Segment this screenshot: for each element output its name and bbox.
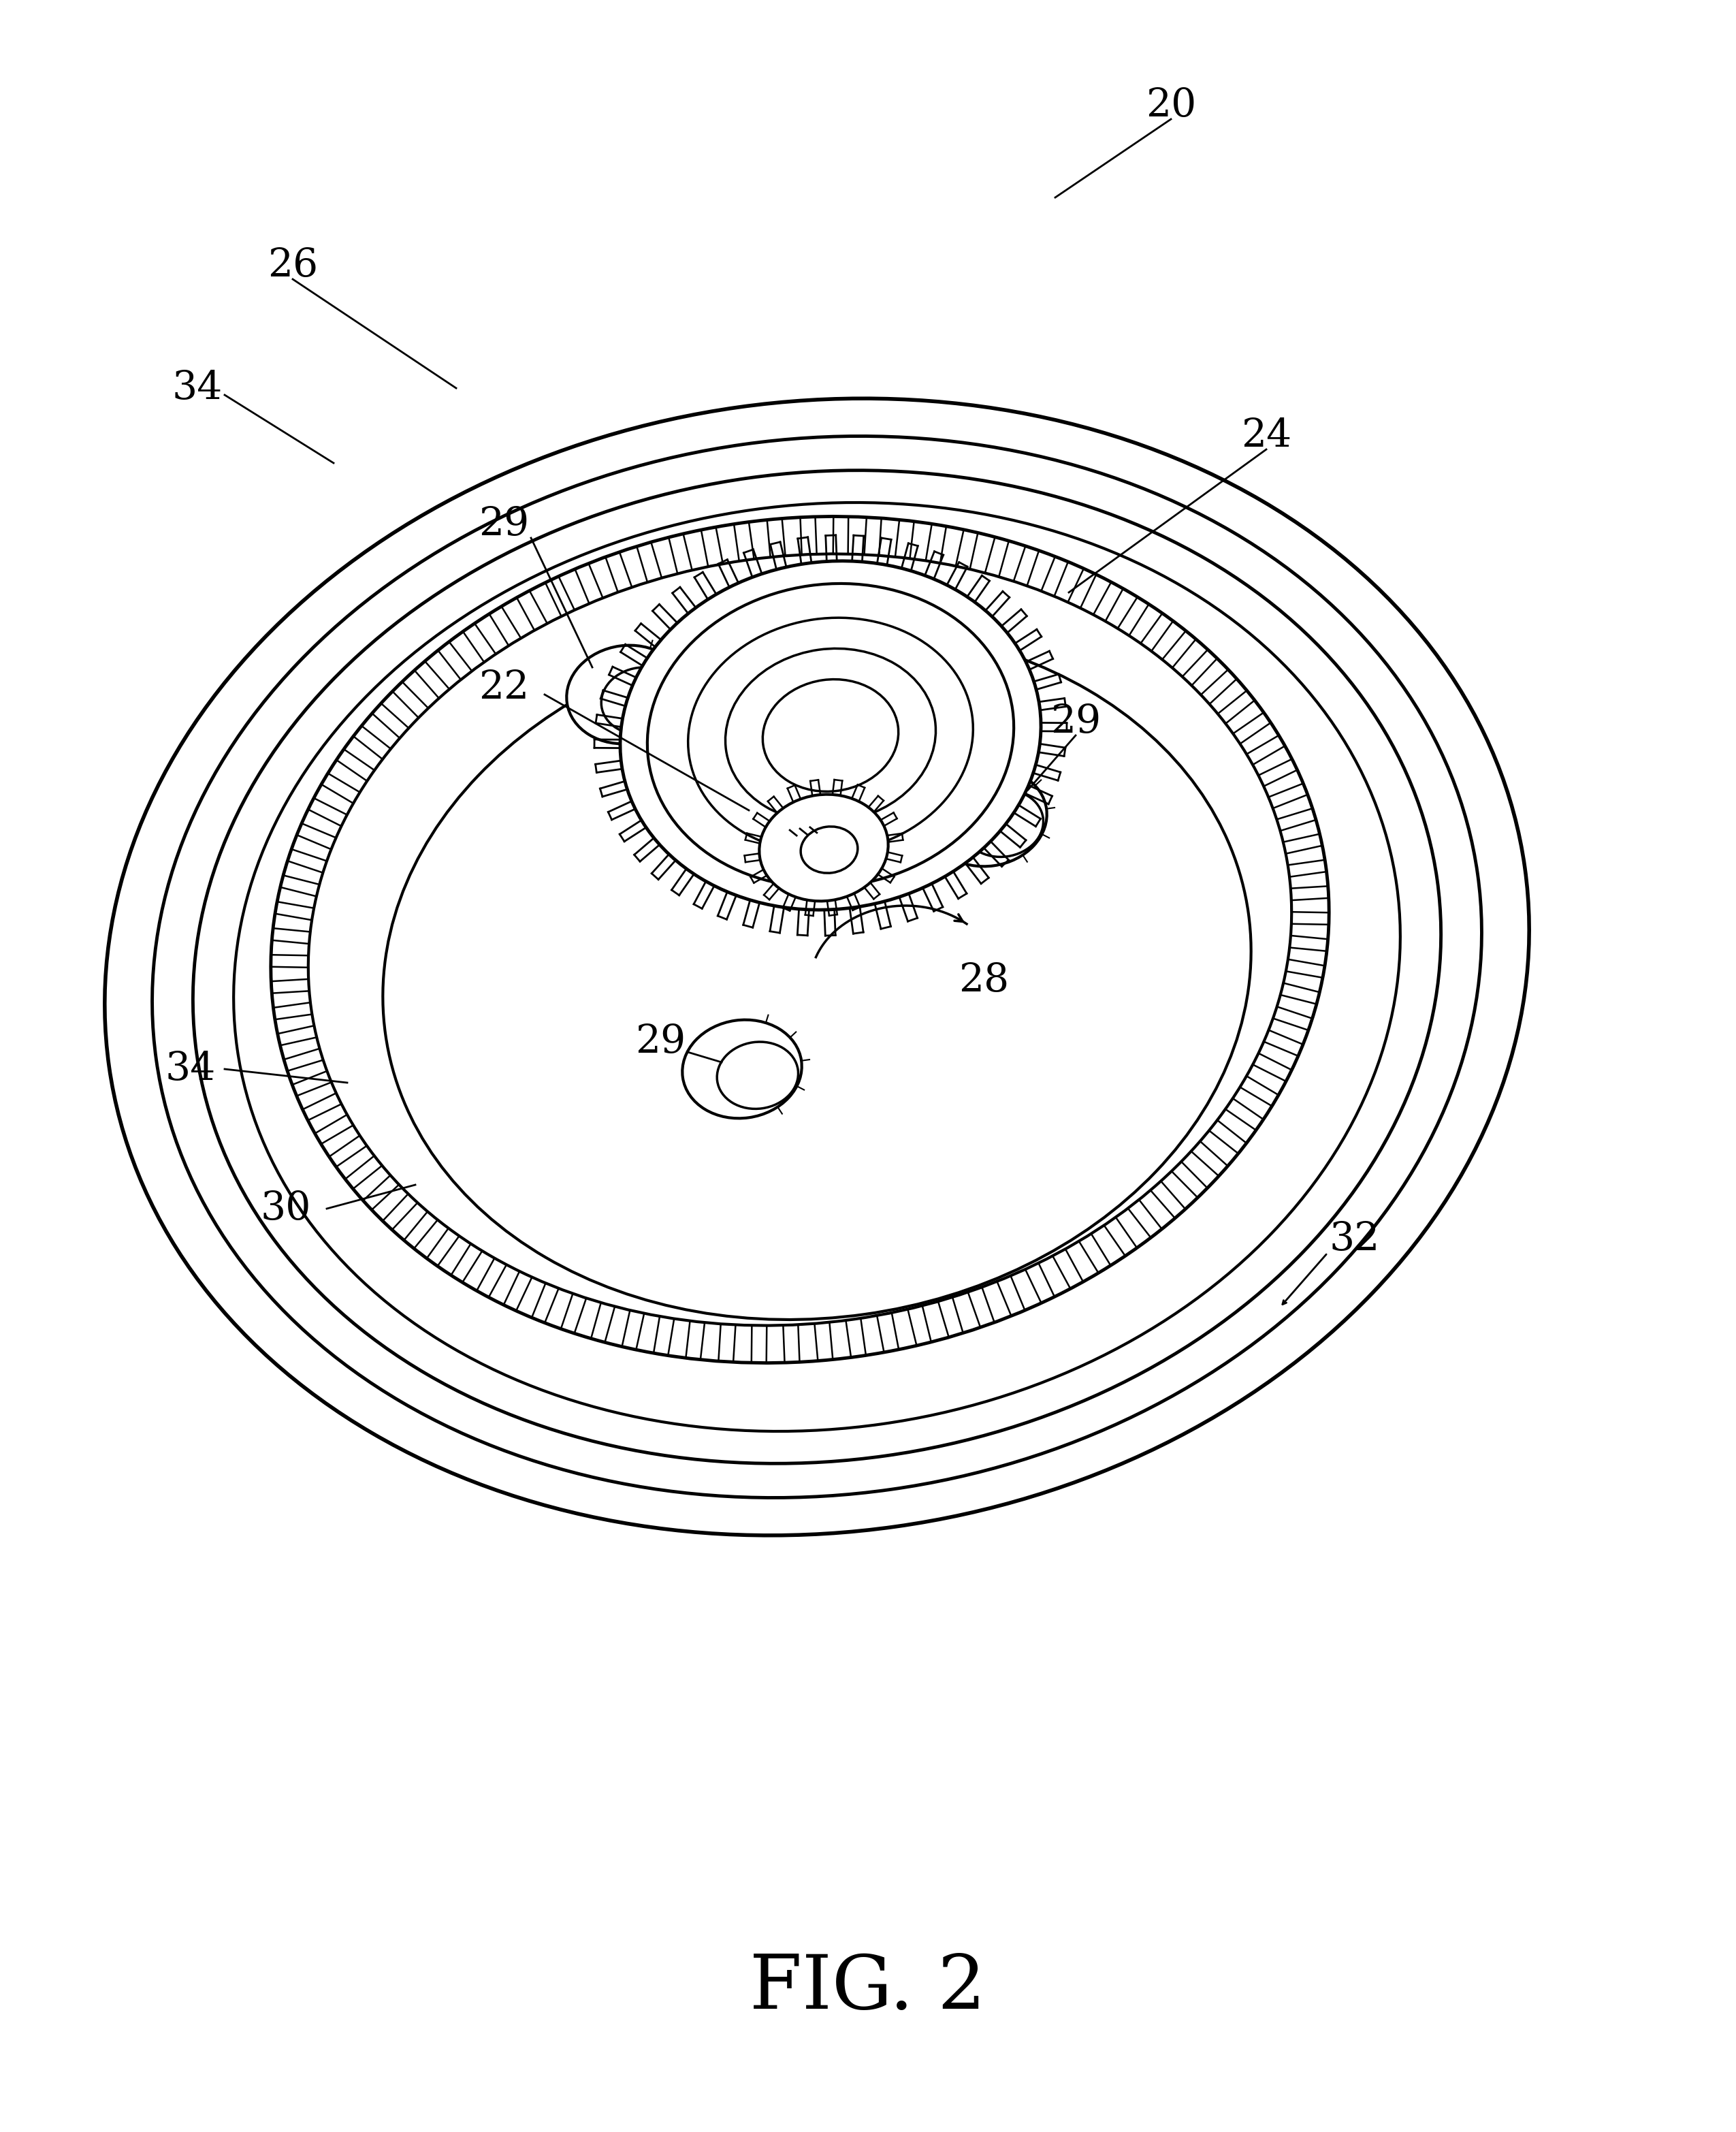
- Ellipse shape: [927, 768, 1047, 866]
- Text: 29: 29: [635, 1023, 686, 1062]
- Ellipse shape: [717, 1043, 799, 1109]
- Ellipse shape: [104, 399, 1529, 1535]
- Ellipse shape: [384, 627, 1252, 1320]
- Ellipse shape: [962, 791, 1043, 857]
- Ellipse shape: [800, 827, 858, 874]
- Ellipse shape: [726, 648, 936, 823]
- Text: 32: 32: [1330, 1220, 1380, 1258]
- Ellipse shape: [620, 561, 1042, 910]
- Ellipse shape: [762, 680, 899, 791]
- Text: 30: 30: [260, 1190, 311, 1228]
- Ellipse shape: [687, 618, 974, 853]
- Text: 29: 29: [1050, 704, 1101, 740]
- Ellipse shape: [601, 667, 682, 733]
- Ellipse shape: [104, 399, 1529, 1535]
- Text: 34: 34: [165, 1049, 215, 1087]
- Text: 28: 28: [958, 962, 1009, 1000]
- Ellipse shape: [271, 516, 1330, 1362]
- Text: 34: 34: [172, 369, 222, 407]
- Ellipse shape: [648, 584, 1014, 887]
- Ellipse shape: [566, 646, 686, 744]
- Text: 26: 26: [267, 247, 318, 286]
- Text: 29: 29: [479, 505, 529, 544]
- Ellipse shape: [759, 795, 889, 902]
- Text: 22: 22: [479, 669, 529, 708]
- Ellipse shape: [682, 1019, 802, 1119]
- Text: FIG. 2: FIG. 2: [750, 1953, 986, 2025]
- Ellipse shape: [309, 554, 1292, 1326]
- Text: 24: 24: [1241, 416, 1292, 454]
- Text: 20: 20: [1146, 87, 1196, 124]
